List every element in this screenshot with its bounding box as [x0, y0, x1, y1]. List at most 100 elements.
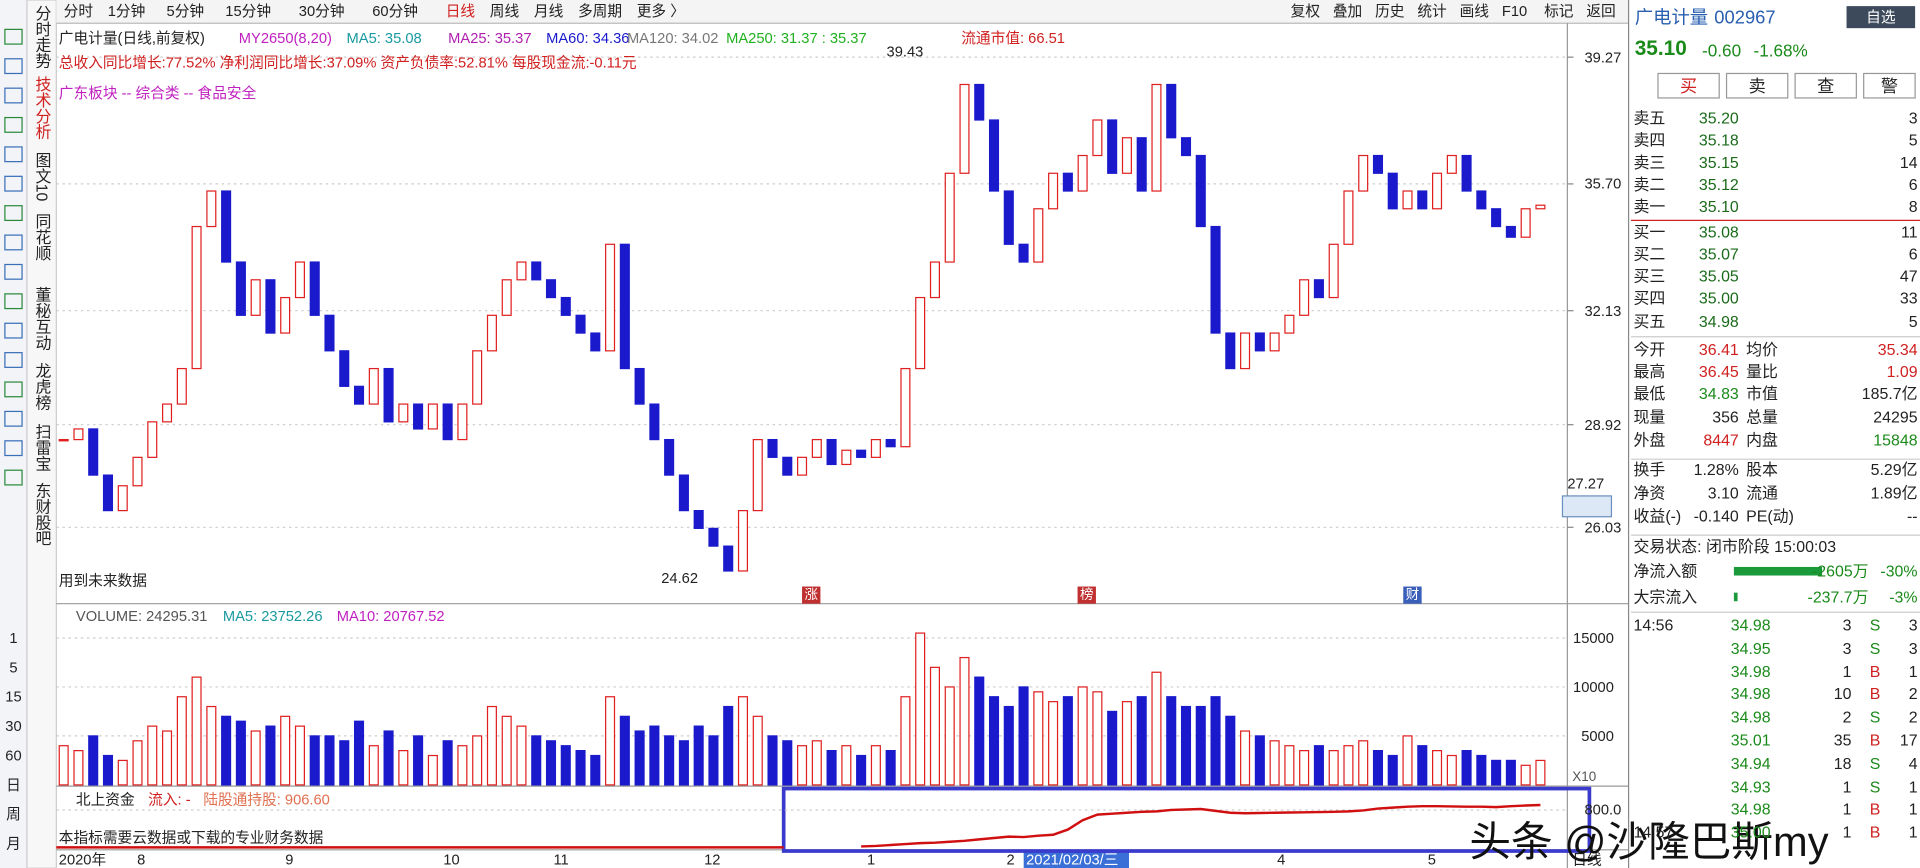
trade-button[interactable]: 卖	[1748, 75, 1766, 96]
toolbar-button[interactable]: 叠加	[1332, 2, 1363, 20]
side-tab[interactable]: 扫雷宝	[33, 423, 52, 472]
volume-bar	[605, 696, 616, 786]
order-level: 买二	[1633, 244, 1666, 264]
period-button[interactable]: 60	[5, 746, 22, 765]
volume-bar	[1535, 759, 1546, 786]
volume-bar	[353, 720, 365, 786]
order-price: 35.00	[1698, 288, 1739, 308]
tick-count: 3	[1908, 615, 1918, 635]
volume-bar	[885, 750, 896, 786]
tick-price: 34.95	[1730, 638, 1771, 658]
order-volume: 11	[1901, 222, 1918, 242]
y-tick-label: 26.03	[1584, 518, 1622, 536]
toolbar-button[interactable]: 返回	[1586, 2, 1616, 20]
side-tab[interactable]: 同花顺	[33, 213, 52, 261]
period-button[interactable]: 5	[9, 658, 18, 676]
volume-bar	[221, 715, 232, 786]
period-tab[interactable]: 30分钟	[298, 2, 345, 20]
trade-button[interactable]: 警	[1880, 75, 1898, 96]
tick-count: 3	[1908, 638, 1918, 658]
order-level: 卖五	[1633, 108, 1666, 128]
volume-bar	[870, 745, 881, 786]
volume-bar	[664, 735, 675, 786]
stat-label: 现量	[1633, 407, 1666, 427]
candle	[974, 83, 985, 121]
period-button[interactable]: 日	[6, 776, 21, 794]
toolbar-button[interactable]: 统计	[1417, 2, 1447, 20]
volume-bar	[1092, 691, 1103, 786]
watchlist-button[interactable]: 自选	[1866, 8, 1896, 26]
period-button[interactable]: 30	[5, 717, 22, 735]
y-tick-label: 15000	[1573, 629, 1614, 647]
date-label: 2	[1006, 851, 1015, 868]
date-label: 8	[137, 851, 146, 868]
y-tick-label: 5000	[1581, 727, 1614, 745]
candle	[1195, 154, 1206, 228]
period-tab[interactable]: 日线	[445, 2, 476, 20]
candle	[988, 119, 1000, 192]
candle	[782, 456, 793, 476]
period-tab[interactable]: 15分钟	[225, 2, 272, 20]
toolbar-button[interactable]: 复权	[1290, 2, 1321, 20]
period-tab[interactable]: 60分钟	[372, 2, 418, 20]
side-tab[interactable]: 董秘互动	[33, 286, 52, 351]
candle	[1151, 83, 1162, 192]
candle	[575, 314, 586, 334]
toolbar-button[interactable]: 标记	[1544, 2, 1574, 20]
tick-price: 34.98	[1730, 707, 1771, 727]
side-tab[interactable]: 图文10	[33, 151, 52, 202]
period-tab[interactable]: 更多 〉	[636, 2, 685, 20]
stat-label: 市值	[1746, 384, 1778, 403]
scale-label: X10	[1572, 770, 1597, 785]
volume-bar	[1461, 750, 1472, 786]
period-button[interactable]: 15	[5, 688, 22, 706]
tick-price: 35.00	[1730, 823, 1771, 842]
volume-bar	[162, 730, 173, 786]
side-tab[interactable]: 分时走势	[33, 4, 52, 69]
toolbar-button[interactable]: 历史	[1375, 2, 1405, 20]
volume-bar	[176, 696, 187, 786]
candle	[324, 314, 335, 352]
volume-bar	[1417, 745, 1428, 786]
period-button[interactable]: 1	[9, 629, 18, 647]
stat-value: 24295	[1873, 407, 1918, 427]
order-level: 卖四	[1633, 131, 1666, 150]
candle	[1033, 208, 1044, 263]
period-button[interactable]: 周	[6, 805, 21, 823]
trade-button[interactable]: 买	[1680, 75, 1698, 96]
period-button[interactable]: 月	[6, 835, 21, 853]
annotation-box	[781, 786, 1592, 853]
period-tab[interactable]: 1分钟	[107, 2, 146, 20]
toolbar-button[interactable]: F10	[1501, 2, 1528, 20]
trade-button[interactable]: 查	[1817, 75, 1835, 96]
period-tab[interactable]: 分时	[63, 2, 94, 20]
order-volume: 3	[1908, 108, 1918, 128]
tick-count: 2	[1908, 707, 1918, 727]
toolbar-button[interactable]: 画线	[1459, 2, 1490, 20]
stat-value: 356	[1712, 407, 1739, 427]
date-label: 4	[1277, 851, 1286, 868]
volume-bar	[1210, 696, 1221, 786]
candle	[1018, 243, 1029, 263]
period-tab[interactable]: 5分钟	[166, 2, 205, 20]
side-tab[interactable]: 技术分析	[33, 75, 52, 140]
period-tab[interactable]: 周线	[489, 2, 520, 20]
side-tab[interactable]: 东财股吧	[33, 482, 52, 547]
order-level: 买五	[1633, 312, 1666, 331]
order-level: 卖三	[1633, 153, 1666, 172]
tick-volume: 18	[1833, 754, 1852, 773]
period-tab[interactable]: 月线	[533, 2, 564, 20]
stat-value: 1.89亿	[1870, 483, 1918, 503]
tool-icon	[4, 410, 23, 427]
volume-bar	[944, 686, 955, 786]
side-tab[interactable]: 龙虎榜	[33, 362, 52, 411]
tool-icon	[4, 381, 23, 398]
period-tab[interactable]: 多周期	[577, 2, 623, 20]
price-change-pct: -1.68%	[1753, 40, 1808, 61]
volume-bar	[472, 735, 483, 786]
volume-bar	[708, 735, 719, 786]
candle	[102, 474, 114, 512]
candle	[1372, 154, 1384, 174]
candle	[1535, 204, 1546, 210]
candle	[1077, 154, 1088, 192]
